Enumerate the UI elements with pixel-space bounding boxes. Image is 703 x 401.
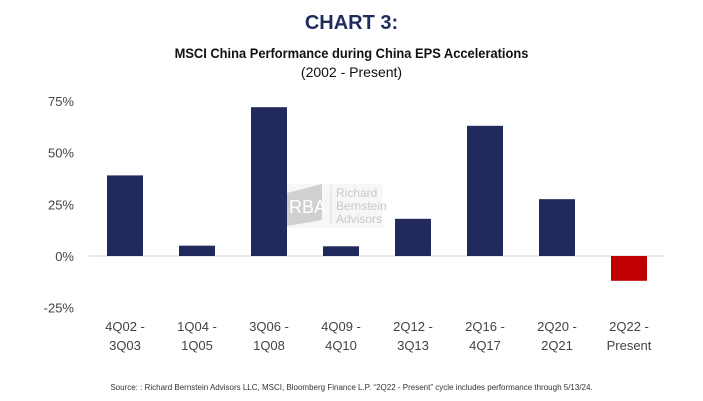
- bar-1q041q05: [179, 245, 215, 256]
- x-tick-label: 1Q08: [253, 338, 285, 353]
- y-tick-label: 50%: [48, 146, 74, 161]
- y-tick-label: 0%: [55, 249, 74, 264]
- x-tick-label: 3Q03: [109, 338, 141, 353]
- x-tick-label: 4Q17: [469, 338, 501, 353]
- x-tick-label: 2Q20 -: [537, 319, 577, 334]
- watermark-text: Bernstein: [336, 199, 387, 213]
- source-note: Source: : Richard Bernstein Advisors LLC…: [110, 383, 593, 392]
- y-tick-label: -25%: [44, 301, 75, 316]
- x-tick-label: 2Q21: [541, 338, 573, 353]
- bar-2q22present: [611, 256, 647, 281]
- watermark-text: Advisors: [336, 212, 382, 226]
- bar-2q202q21: [539, 199, 575, 256]
- watermark-logo: RBA: [289, 197, 326, 217]
- y-tick-label: 25%: [48, 197, 74, 212]
- x-tick-label: 3Q06 -: [249, 319, 289, 334]
- chart-title: CHART 3:: [304, 12, 399, 34]
- x-tick-label: 1Q05: [181, 338, 213, 353]
- x-tick-label: 1Q04 -: [177, 319, 217, 334]
- chart-subtitle: MSCI China Performance during China EPS …: [174, 45, 529, 61]
- x-tick-label: 2Q12 -: [393, 319, 433, 334]
- x-tick-label: 2Q16 -: [465, 319, 505, 334]
- y-tick-label: 75%: [48, 94, 74, 109]
- watermark-text: Richard: [336, 186, 377, 200]
- bar-2q123q13: [395, 218, 431, 256]
- chart-date-range: (2002 - Present): [300, 64, 403, 80]
- x-tick-label: 4Q10: [325, 338, 357, 353]
- x-tick-label: 3Q13: [397, 338, 429, 353]
- bar-3q061q08: [251, 107, 287, 256]
- watermark-logo-shape: [287, 184, 322, 226]
- x-tick-label: 4Q02 -: [105, 319, 145, 334]
- x-tick-label: 2Q22 -: [609, 319, 649, 334]
- x-tick-label: Present: [607, 338, 652, 353]
- bar-4q094q10: [323, 246, 359, 256]
- bar-4q023q03: [107, 175, 143, 256]
- bar-2q164q17: [467, 125, 503, 256]
- x-tick-label: 4Q09 -: [321, 319, 361, 334]
